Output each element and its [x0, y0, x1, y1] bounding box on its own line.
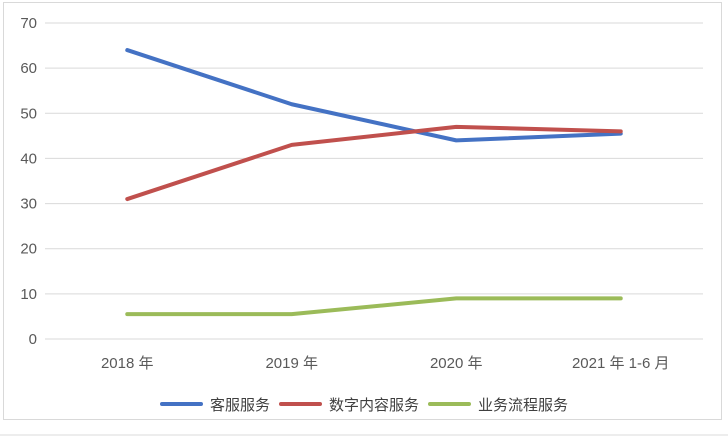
y-tick-label: 70	[20, 15, 37, 32]
y-axis-tick-labels: 0 10 20 30 40 50 60 70	[20, 15, 37, 348]
y-tick-label: 50	[20, 105, 37, 122]
y-tick-label: 20	[20, 241, 37, 258]
chart-frame	[3, 2, 722, 420]
y-tick-label: 40	[20, 150, 37, 167]
legend: 客服服务 数字内容服务 业务流程服务	[0, 393, 728, 415]
legend-swatch-customer-service	[159, 402, 203, 406]
legend-swatch-business-process-service	[428, 402, 471, 406]
y-tick-label: 30	[20, 196, 37, 213]
legend-swatch-digital-content-service	[278, 402, 322, 406]
x-category-label: 2020 年	[430, 355, 483, 372]
y-tick-label: 0	[29, 331, 37, 348]
x-category-label: 2018 年	[101, 355, 154, 372]
legend-item-digital-content-service: 数字内容服务	[278, 394, 419, 415]
legend-item-customer-service: 客服服务	[159, 394, 270, 415]
x-category-label: 2021 年 1-6 月	[572, 355, 670, 372]
y-tick-label: 10	[20, 286, 37, 303]
page-bottom-divider	[0, 434, 728, 436]
legend-label-digital-content-service: 数字内容服务	[328, 396, 419, 414]
legend-item-business-process-service: 业务流程服务	[428, 394, 568, 415]
series-line-1	[125, 124, 623, 202]
x-category-label: 2019 年	[265, 355, 318, 372]
x-axis-category-labels: 2018 年 2019 年 2020 年 2021 年 1-6 月	[101, 355, 670, 372]
series-line-0	[125, 48, 623, 143]
series-line-2	[125, 296, 623, 317]
legend-label-business-process-service: 业务流程服务	[478, 396, 569, 414]
gridlines	[45, 22, 703, 340]
legend-label-customer-service: 客服服务	[209, 396, 270, 414]
y-tick-label: 60	[20, 60, 37, 77]
